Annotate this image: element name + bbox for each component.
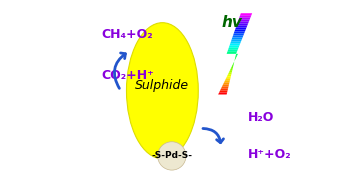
- Polygon shape: [233, 34, 244, 36]
- Polygon shape: [226, 76, 231, 78]
- Polygon shape: [223, 82, 229, 84]
- Ellipse shape: [126, 23, 198, 159]
- Polygon shape: [229, 46, 239, 48]
- Text: H⁺+O₂: H⁺+O₂: [247, 149, 291, 161]
- Polygon shape: [238, 19, 250, 21]
- Polygon shape: [225, 78, 230, 80]
- Polygon shape: [237, 21, 249, 23]
- Polygon shape: [230, 68, 233, 70]
- Polygon shape: [239, 17, 251, 19]
- Polygon shape: [232, 64, 234, 66]
- Polygon shape: [236, 54, 238, 56]
- Polygon shape: [220, 88, 228, 90]
- Polygon shape: [232, 36, 243, 38]
- Text: CH₄+O₂: CH₄+O₂: [101, 28, 153, 40]
- Polygon shape: [240, 13, 252, 15]
- Text: hv: hv: [222, 15, 243, 30]
- Polygon shape: [230, 42, 241, 44]
- Polygon shape: [236, 23, 248, 26]
- Polygon shape: [229, 44, 240, 46]
- Polygon shape: [219, 90, 228, 92]
- Polygon shape: [236, 26, 247, 27]
- Polygon shape: [218, 92, 227, 94]
- Polygon shape: [224, 80, 230, 82]
- Circle shape: [158, 142, 186, 170]
- Polygon shape: [235, 58, 236, 60]
- Polygon shape: [234, 32, 245, 34]
- Polygon shape: [233, 62, 234, 64]
- Polygon shape: [227, 74, 231, 76]
- Polygon shape: [227, 50, 238, 52]
- Polygon shape: [231, 66, 233, 68]
- Text: -S-Pd-S-: -S-Pd-S-: [151, 151, 192, 160]
- Polygon shape: [221, 86, 229, 88]
- Polygon shape: [231, 38, 242, 40]
- Polygon shape: [234, 60, 235, 62]
- Polygon shape: [235, 56, 237, 58]
- Text: Sulphide: Sulphide: [135, 79, 190, 91]
- Polygon shape: [229, 70, 232, 72]
- Polygon shape: [222, 84, 229, 86]
- Polygon shape: [235, 27, 246, 29]
- Polygon shape: [226, 52, 237, 54]
- Text: H₂O: H₂O: [247, 111, 274, 124]
- Polygon shape: [239, 15, 251, 17]
- Polygon shape: [228, 72, 232, 74]
- Polygon shape: [231, 40, 242, 42]
- Text: CO₂+H⁺: CO₂+H⁺: [101, 69, 154, 82]
- Polygon shape: [228, 48, 239, 50]
- Polygon shape: [234, 29, 246, 32]
